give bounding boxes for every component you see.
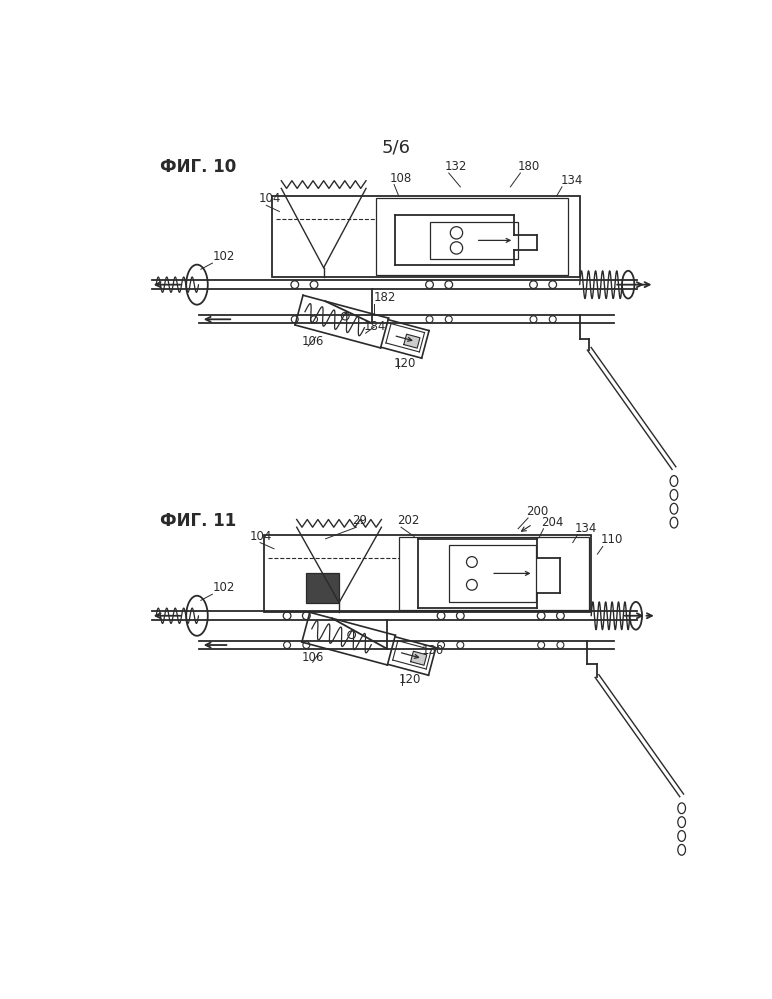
Bar <box>429 222 518 260</box>
Bar <box>264 534 591 612</box>
Text: 182: 182 <box>374 291 397 304</box>
Text: 104: 104 <box>250 529 273 542</box>
Text: 104: 104 <box>259 193 281 206</box>
Text: 202: 202 <box>397 514 419 527</box>
Text: 120: 120 <box>398 673 421 686</box>
Text: 200: 200 <box>526 504 548 517</box>
Bar <box>376 199 568 275</box>
Text: 108: 108 <box>390 172 411 185</box>
Bar <box>449 544 536 602</box>
Text: 102: 102 <box>212 250 235 263</box>
Text: 184: 184 <box>364 320 387 334</box>
Text: 29: 29 <box>353 514 367 527</box>
Text: 132: 132 <box>445 160 467 173</box>
Polygon shape <box>404 334 420 349</box>
Text: 204: 204 <box>541 515 564 528</box>
Bar <box>272 196 580 277</box>
Text: ФИГ. 10: ФИГ. 10 <box>160 158 236 176</box>
Text: 134: 134 <box>574 521 597 534</box>
Text: 5/6: 5/6 <box>381 138 410 157</box>
Polygon shape <box>411 651 427 665</box>
Text: 120: 120 <box>394 357 416 370</box>
Bar <box>398 537 589 609</box>
Text: 134: 134 <box>560 174 583 187</box>
Text: ФИГ. 11: ФИГ. 11 <box>160 511 236 529</box>
Text: 130: 130 <box>422 644 444 657</box>
Text: 106: 106 <box>302 335 324 348</box>
Text: 110: 110 <box>601 533 623 546</box>
Text: 106: 106 <box>302 650 324 663</box>
Text: 180: 180 <box>518 160 540 173</box>
Bar <box>306 573 339 602</box>
Text: 102: 102 <box>212 581 235 594</box>
